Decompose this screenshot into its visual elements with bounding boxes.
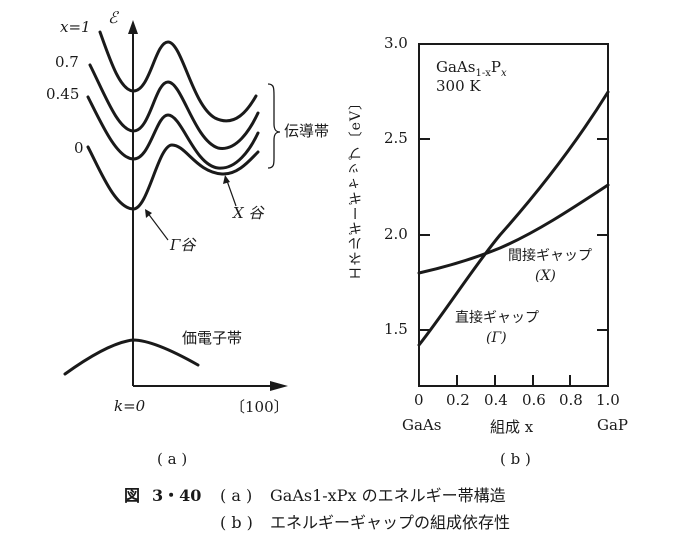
y-tick-1.5: 1.5: [384, 320, 408, 338]
gamma-valley-label: Γ谷: [170, 236, 196, 254]
gamma-valley-pointer: [146, 211, 169, 241]
gap-end-label: GaP: [597, 416, 629, 434]
indirect-gap-symbol: (X): [535, 268, 556, 284]
direct-gap-label: 直接ギャップ: [455, 310, 539, 326]
y-tick-3.0: 3.0: [384, 34, 408, 52]
x-valley-arrow-icon: [223, 175, 230, 184]
x-tick-0.4: 0.4: [484, 391, 508, 409]
curve-label-x1: x=1: [60, 18, 91, 36]
indirect-gap-line: [417, 183, 610, 275]
band-curve-x07: [88, 63, 260, 150]
gaas-end-label: GaAs: [402, 416, 442, 434]
curve-label-x0: 0: [74, 139, 84, 157]
direct-gap-symbol: (Γ): [486, 330, 507, 346]
x-tick-0.6: 0.6: [522, 391, 546, 409]
plot-frame: [418, 43, 609, 387]
conduction-band-label: 伝導帯: [284, 122, 330, 140]
panel-label-b: ( b ): [500, 450, 531, 468]
y-axis-label: エネルギーギャップ〔eV〕: [348, 95, 364, 281]
energy-axis-label: ℰ: [108, 8, 118, 27]
conduction-band-brace: [267, 83, 281, 169]
figure-number: 3・40: [152, 486, 202, 505]
y-tick-2.0: 2.0: [384, 225, 408, 243]
inset-temperature-label: 300 K: [436, 77, 481, 95]
x-valley-label: X 谷: [233, 204, 264, 222]
energy-axis-arrow-icon: [128, 20, 138, 34]
band-curve-x045: [86, 95, 260, 170]
x-valley-pointer: [225, 177, 237, 207]
curve-label-x045: 0.45: [46, 85, 80, 103]
valence-band-curve: [63, 338, 200, 376]
caption-line2-text: エネルギーギャップの組成依存性: [270, 513, 511, 532]
x-tick-1.0: 1.0: [596, 391, 620, 409]
curve-label-x07: 0.7: [55, 53, 79, 71]
inset-material-label: GaAs1-xPx: [436, 58, 507, 79]
x-tick-0.2: 0.2: [446, 391, 470, 409]
valence-band-label: 価電子帯: [182, 329, 243, 347]
k-direction-label: 〔100〕: [230, 398, 289, 416]
direct-gap-line: [417, 90, 610, 347]
y-tick-2.5: 2.5: [384, 129, 408, 147]
band-curve-x0: [86, 143, 260, 211]
y-ticks: [419, 138, 608, 331]
x-ticks: [456, 375, 571, 386]
band-curve-x1: [98, 30, 258, 123]
caption-line2-tag: ( b ): [220, 513, 253, 532]
k-axis-arrow-icon: [270, 381, 288, 391]
figure-prefix: 図: [124, 486, 141, 505]
indirect-gap-label: 間接ギャップ: [508, 248, 592, 264]
caption-line1-text: GaAs1-xPx のエネルギー帯構造: [270, 486, 506, 505]
x-tick-0: 0: [414, 391, 424, 409]
x-axis-label: 組成 x: [490, 418, 534, 436]
x-tick-0.8: 0.8: [559, 391, 583, 409]
gamma-valley-arrow-icon: [145, 209, 152, 218]
panel-label-a: ( a ): [157, 450, 188, 468]
caption-line1-tag: ( a ): [220, 486, 253, 505]
k-origin-label: k=0: [114, 397, 146, 415]
